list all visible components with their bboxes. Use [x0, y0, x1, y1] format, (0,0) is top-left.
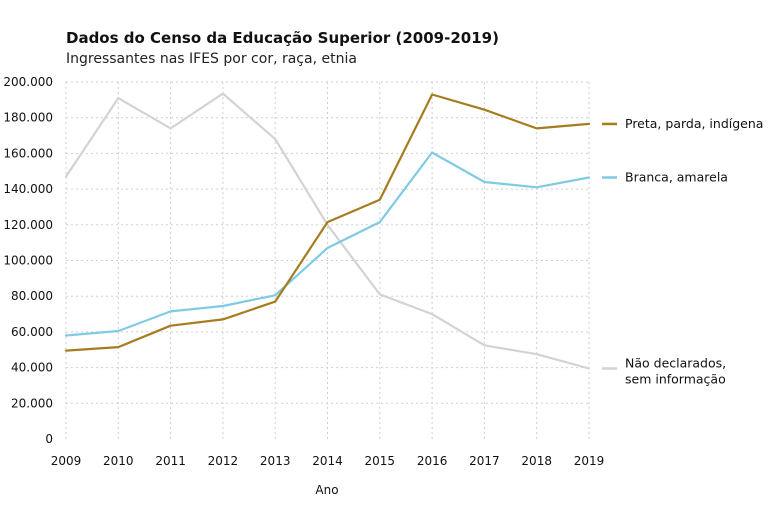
x-tick-label: 2010	[103, 454, 134, 468]
x-tick-label: 2015	[365, 454, 396, 468]
y-tick-label: 60.000	[11, 325, 53, 339]
y-tick-label: 180.000	[3, 111, 53, 125]
x-tick-label: 2014	[312, 454, 343, 468]
x-tick-label: 2012	[208, 454, 239, 468]
y-tick-label: 0	[45, 432, 53, 446]
series-lines	[64, 92, 591, 370]
x-axis-ticks: 2009 2010 2011 2012 2013 2014 2015 2016 2017 2018…	[51, 454, 605, 468]
y-tick-label: 40.000	[11, 361, 53, 375]
y-tick-label: 80.000	[11, 289, 53, 303]
series-line	[64, 92, 591, 370]
x-tick-label: 2013	[260, 454, 291, 468]
legend: Preta, parda, indígena Branca, amarela Não…	[602, 116, 763, 386]
y-tick-label: 100.000	[3, 254, 53, 268]
y-tick-label: 200.000	[3, 75, 53, 89]
legend-label-line2: sem informação	[625, 371, 726, 386]
y-tick-label: 140.000	[3, 182, 53, 196]
chart-title: Dados do Censo da Educação Superior (200…	[66, 29, 499, 47]
legend-label: Preta, parda, indígena	[625, 116, 763, 131]
series-line	[64, 93, 591, 352]
y-axis-ticks: 0 20.000 40.000 60.000 80.000 100.000 120.000 1…	[3, 75, 53, 446]
legend-label: Não declarados,	[625, 355, 726, 370]
x-tick-label: 2011	[155, 454, 186, 468]
chart-subtitle: Ingressantes nas IFES por cor, raça, etn…	[66, 51, 357, 67]
y-tick-label: 160.000	[3, 146, 53, 160]
grid	[65, 81, 590, 439]
series-line	[64, 151, 591, 337]
y-tick-label: 120.000	[3, 218, 53, 232]
legend-label: Branca, amarela	[625, 169, 728, 184]
x-tick-label: 2019	[574, 454, 605, 468]
x-tick-label: 2018	[521, 454, 552, 468]
y-tick-label: 20.000	[11, 396, 53, 410]
x-tick-label: 2009	[51, 454, 82, 468]
x-tick-label: 2016	[417, 454, 448, 468]
x-axis-label: Ano	[315, 483, 338, 497]
x-tick-label: 2017	[469, 454, 500, 468]
